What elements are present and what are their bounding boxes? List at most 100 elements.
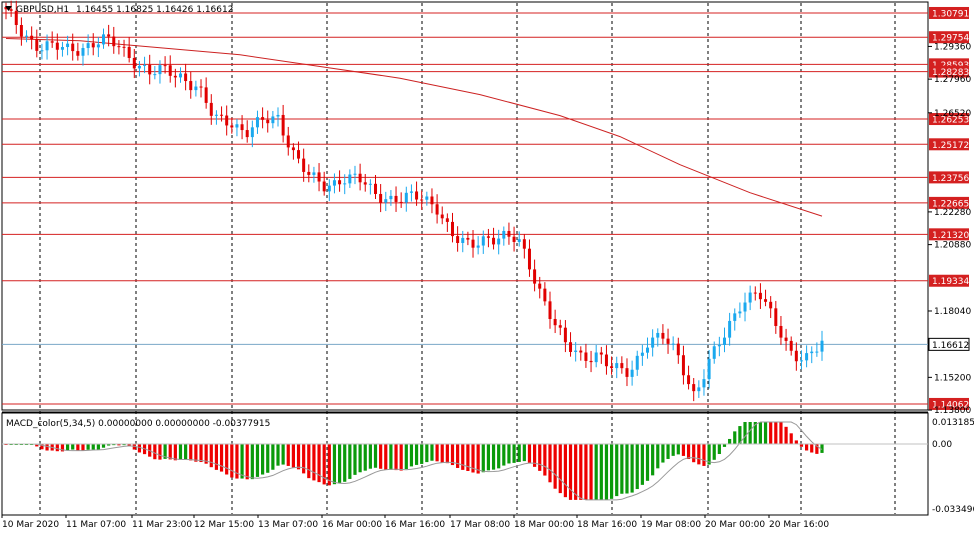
level-tag-bg	[929, 138, 969, 151]
macd-bar	[615, 444, 619, 497]
level-tag: 1.28283	[929, 65, 969, 78]
candle-body	[286, 135, 290, 148]
candle-body	[794, 350, 798, 362]
macd-bar	[353, 444, 357, 475]
macd-bar	[707, 444, 711, 465]
macd-bar	[286, 444, 290, 466]
macd-bar	[502, 444, 506, 466]
macd-pane[interactable]	[1, 412, 929, 516]
candle-body	[30, 35, 34, 40]
level-lines[interactable]: 1.307911.297541.285931.282831.262531.251…	[2, 6, 970, 410]
macd-bar	[676, 444, 680, 455]
macd-bar	[86, 444, 90, 450]
level-tag-bg	[929, 65, 969, 78]
macd-bar	[261, 444, 265, 475]
candle-body	[774, 308, 778, 326]
candle-body	[302, 158, 306, 172]
macd-bar	[630, 444, 634, 493]
candle-body	[635, 355, 639, 370]
macd-bar	[245, 444, 249, 480]
macd-bar	[296, 444, 301, 470]
candle-body	[178, 73, 182, 78]
macd-bar	[471, 444, 475, 473]
macd-axis-label: 0.0131853	[932, 418, 974, 428]
candle-body	[276, 114, 280, 117]
candle-body	[681, 355, 685, 376]
macd-bar	[599, 444, 603, 500]
macd-bar	[112, 444, 116, 446]
candle-body	[281, 114, 285, 136]
macd-bar	[666, 444, 670, 459]
candle-body	[656, 332, 660, 338]
candle-body	[440, 214, 444, 219]
macd-bar	[368, 444, 372, 469]
macd-bar	[491, 444, 496, 470]
macd-bar	[476, 444, 480, 474]
level-price: 1.14062	[932, 400, 969, 410]
candle-body	[91, 43, 95, 48]
triangle-down-icon[interactable]	[5, 6, 12, 11]
candle-body	[738, 311, 742, 314]
candle-body	[107, 34, 111, 37]
macd-bar	[127, 444, 131, 447]
level-tag-bg	[929, 397, 969, 410]
macd-bar	[594, 444, 598, 500]
candle-body	[50, 41, 54, 43]
macd-bar	[184, 444, 188, 460]
candle-body	[122, 46, 126, 48]
candle-body	[255, 117, 259, 128]
axis-label: 1.13800	[934, 406, 971, 416]
macd-bar	[322, 444, 326, 485]
level-tag: 1.25172	[929, 138, 969, 151]
macd-bar	[820, 444, 824, 453]
candle-body	[25, 35, 29, 37]
candle-body	[594, 352, 598, 363]
macd-bar	[456, 444, 460, 468]
candle-body	[563, 327, 567, 343]
candle-body	[435, 204, 439, 215]
macd-bar	[230, 444, 234, 478]
macd-bar	[255, 444, 260, 477]
macd-bar	[209, 444, 213, 468]
candle-body	[466, 237, 470, 240]
macd-bar	[758, 422, 763, 444]
macd-bar	[214, 444, 219, 470]
macd-bar	[420, 444, 424, 464]
candle-body	[66, 43, 70, 48]
macd-bar	[225, 444, 229, 475]
candle-body	[640, 352, 644, 356]
candle-body	[189, 81, 193, 91]
macd-bar	[76, 444, 80, 451]
candle-body	[40, 50, 44, 52]
candle-body	[45, 41, 49, 51]
level-tag-bg	[929, 196, 969, 209]
candle-body	[558, 325, 562, 328]
candle-body	[492, 237, 496, 245]
candle-body	[184, 73, 188, 82]
candle-body	[743, 302, 747, 312]
macd-bar	[101, 444, 106, 448]
candle-body	[173, 75, 177, 78]
level-tag: 1.22665	[929, 196, 969, 209]
candles	[4, 0, 824, 402]
macd-bar	[625, 444, 629, 494]
macd-histogram	[2, 421, 928, 501]
candle-body	[96, 44, 100, 48]
time-label: 10 Mar 2020	[2, 520, 59, 530]
macd-bar	[204, 444, 208, 464]
macd-bar	[291, 444, 295, 468]
macd-bar	[589, 444, 593, 500]
candle-body	[271, 116, 275, 124]
level-tag: 1.26253	[929, 113, 969, 126]
candle-body	[445, 218, 449, 222]
macd-bar	[35, 444, 39, 447]
macd-bar	[45, 444, 49, 451]
macd-bar	[635, 444, 639, 490]
macd-bar	[327, 444, 331, 486]
candle-body	[517, 239, 521, 242]
candle-body	[327, 185, 331, 192]
price-pane[interactable]	[1, 1, 929, 411]
macd-bar	[609, 444, 614, 499]
